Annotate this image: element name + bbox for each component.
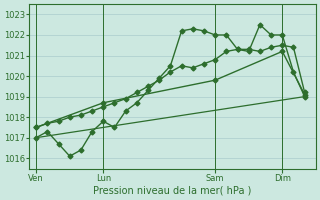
X-axis label: Pression niveau de la mer( hPa ): Pression niveau de la mer( hPa ) — [93, 186, 252, 196]
